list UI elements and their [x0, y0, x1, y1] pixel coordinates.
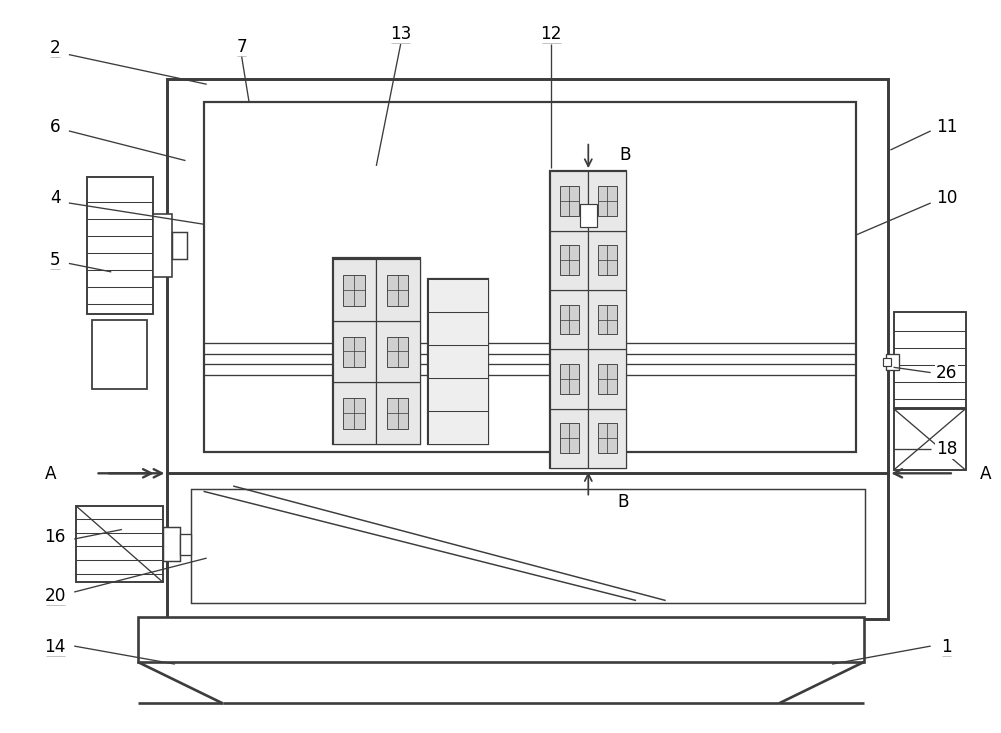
Bar: [598, 246, 617, 276]
Text: 11: 11: [935, 118, 957, 136]
Bar: [428, 280, 487, 443]
Bar: [882, 358, 891, 366]
Bar: [167, 474, 888, 619]
Text: 2: 2: [50, 39, 60, 56]
Bar: [886, 354, 898, 371]
Bar: [343, 337, 364, 367]
Bar: [550, 231, 588, 290]
Bar: [598, 305, 617, 335]
Text: 26: 26: [935, 364, 957, 382]
Bar: [588, 409, 626, 468]
Bar: [343, 276, 364, 306]
Bar: [87, 177, 152, 314]
Bar: [550, 172, 626, 468]
Bar: [598, 186, 617, 216]
Bar: [550, 290, 588, 350]
Bar: [376, 259, 419, 321]
Bar: [138, 617, 863, 662]
Bar: [550, 350, 588, 409]
Bar: [152, 214, 171, 278]
Text: 5: 5: [50, 251, 60, 268]
Text: 13: 13: [389, 25, 411, 43]
Bar: [203, 103, 856, 452]
Bar: [76, 507, 163, 583]
Bar: [588, 290, 626, 350]
Bar: [588, 231, 626, 290]
Text: 6: 6: [50, 118, 60, 136]
Text: 10: 10: [935, 189, 957, 207]
Bar: [588, 350, 626, 409]
Bar: [376, 321, 419, 383]
Bar: [332, 259, 376, 321]
Bar: [560, 186, 579, 216]
Text: B: B: [620, 146, 631, 163]
Text: 7: 7: [236, 37, 247, 56]
Bar: [893, 409, 965, 471]
Bar: [386, 276, 407, 306]
Text: 12: 12: [541, 25, 562, 43]
Bar: [332, 259, 419, 443]
Bar: [598, 424, 617, 453]
Bar: [376, 383, 419, 443]
Text: 18: 18: [935, 440, 957, 458]
Bar: [163, 528, 180, 561]
Bar: [428, 312, 487, 345]
Bar: [580, 205, 597, 228]
Text: A: A: [45, 465, 57, 482]
Bar: [171, 232, 186, 259]
Text: 16: 16: [44, 528, 66, 546]
Text: 14: 14: [44, 637, 66, 655]
Bar: [332, 383, 376, 443]
Bar: [167, 79, 888, 476]
Bar: [386, 398, 407, 429]
Text: 4: 4: [50, 189, 60, 207]
Text: 20: 20: [44, 586, 66, 604]
Bar: [560, 305, 579, 335]
Bar: [92, 320, 147, 388]
Bar: [343, 398, 364, 429]
Bar: [386, 337, 407, 367]
Bar: [332, 321, 376, 383]
Text: A: A: [979, 465, 991, 482]
Bar: [588, 172, 626, 231]
Bar: [428, 345, 487, 378]
Bar: [180, 534, 190, 555]
Bar: [598, 364, 617, 394]
Text: 1: 1: [941, 637, 951, 655]
Bar: [428, 280, 487, 312]
Bar: [893, 312, 965, 408]
Bar: [560, 424, 579, 453]
Bar: [560, 364, 579, 394]
Bar: [428, 378, 487, 411]
Text: B: B: [617, 493, 629, 511]
Bar: [560, 246, 579, 276]
Bar: [428, 411, 487, 443]
Bar: [190, 490, 864, 603]
Bar: [550, 172, 588, 231]
Bar: [550, 409, 588, 468]
